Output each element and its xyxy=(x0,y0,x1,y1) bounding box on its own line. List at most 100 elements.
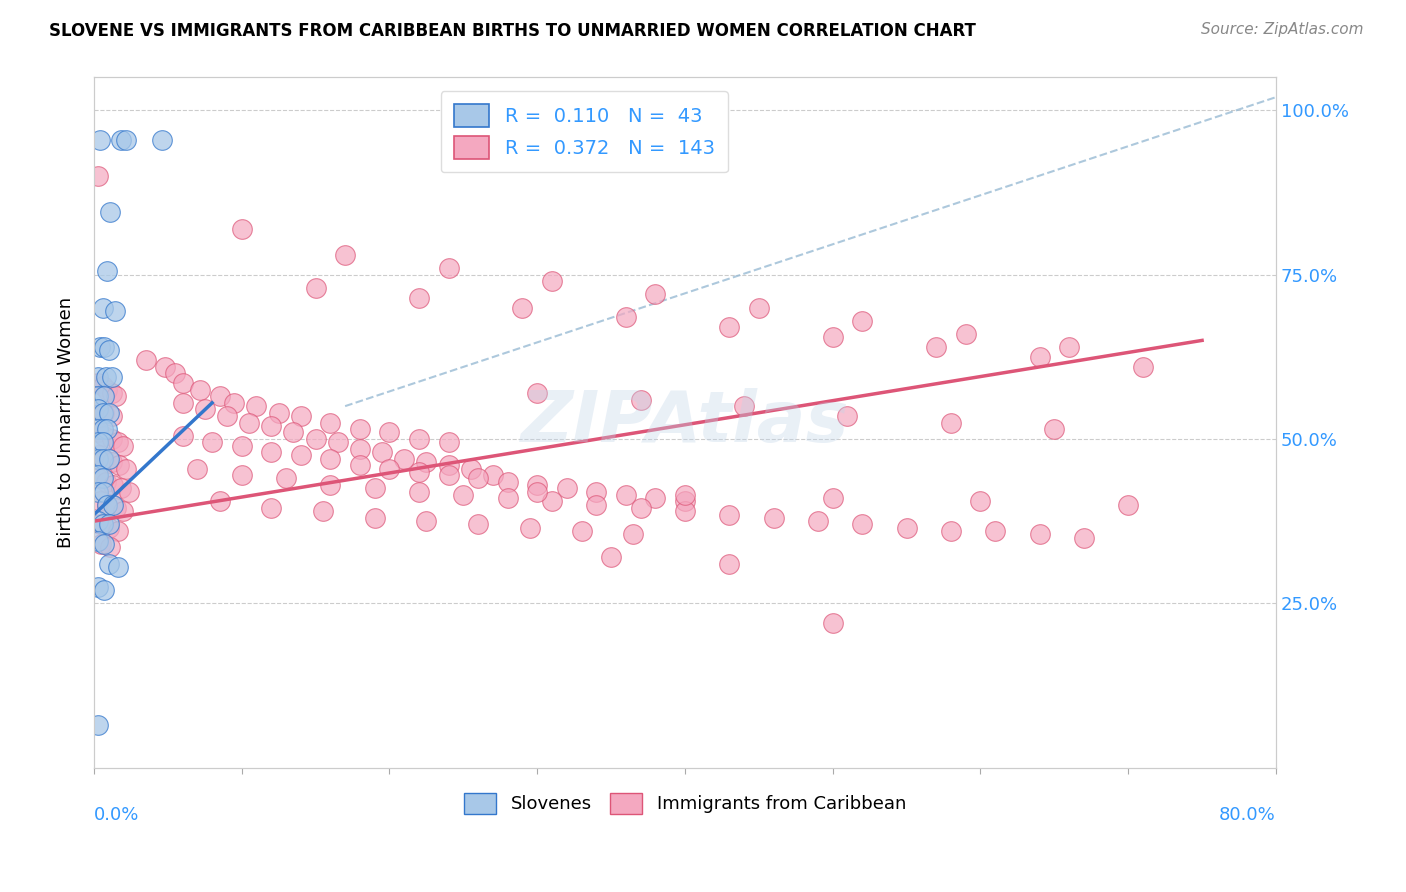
Point xyxy=(135,353,157,368)
Point xyxy=(526,386,548,401)
Text: 80.0%: 80.0% xyxy=(1219,805,1277,823)
Point xyxy=(107,524,129,538)
Point xyxy=(1073,531,1095,545)
Point xyxy=(821,616,844,631)
Point xyxy=(97,521,120,535)
Point xyxy=(585,484,607,499)
Point xyxy=(87,718,110,732)
Point xyxy=(96,422,118,436)
Point xyxy=(319,416,342,430)
Point xyxy=(97,451,120,466)
Text: Source: ZipAtlas.com: Source: ZipAtlas.com xyxy=(1201,22,1364,37)
Point xyxy=(91,422,114,436)
Point xyxy=(208,389,231,403)
Point xyxy=(363,511,385,525)
Point xyxy=(87,451,110,466)
Point xyxy=(104,303,127,318)
Point xyxy=(215,409,238,423)
Point xyxy=(96,498,118,512)
Point xyxy=(939,524,962,538)
Point xyxy=(896,521,918,535)
Point xyxy=(112,439,135,453)
Point xyxy=(96,498,118,512)
Point xyxy=(87,402,110,417)
Point xyxy=(408,291,430,305)
Point xyxy=(614,488,637,502)
Point xyxy=(94,369,117,384)
Point xyxy=(194,402,217,417)
Point xyxy=(87,169,110,183)
Point xyxy=(100,369,122,384)
Point xyxy=(172,376,194,391)
Point xyxy=(851,314,873,328)
Point xyxy=(91,301,114,315)
Point xyxy=(98,541,121,555)
Point xyxy=(260,501,283,516)
Point xyxy=(467,471,489,485)
Point xyxy=(188,383,211,397)
Point xyxy=(555,481,578,495)
Point xyxy=(378,461,401,475)
Point xyxy=(673,494,696,508)
Point xyxy=(496,475,519,489)
Point xyxy=(91,379,114,393)
Point xyxy=(87,376,110,391)
Text: ZIPAtlas: ZIPAtlas xyxy=(520,388,849,457)
Point xyxy=(201,435,224,450)
Point xyxy=(437,435,460,450)
Point xyxy=(107,435,129,450)
Point xyxy=(437,458,460,473)
Point xyxy=(453,488,475,502)
Point xyxy=(415,514,437,528)
Point xyxy=(105,389,128,403)
Point xyxy=(1028,350,1050,364)
Point xyxy=(939,416,962,430)
Point xyxy=(87,449,110,463)
Point xyxy=(93,428,115,442)
Point xyxy=(91,406,114,420)
Point xyxy=(1043,422,1066,436)
Text: SLOVENE VS IMMIGRANTS FROM CARIBBEAN BIRTHS TO UNMARRIED WOMEN CORRELATION CHART: SLOVENE VS IMMIGRANTS FROM CARIBBEAN BIR… xyxy=(49,22,976,40)
Point xyxy=(304,432,326,446)
Point xyxy=(437,261,460,276)
Point xyxy=(718,508,741,522)
Point xyxy=(172,396,194,410)
Point xyxy=(733,399,755,413)
Point xyxy=(600,550,623,565)
Point xyxy=(312,504,335,518)
Point xyxy=(87,435,110,450)
Point xyxy=(97,406,120,420)
Point xyxy=(644,491,666,505)
Point xyxy=(319,451,342,466)
Point xyxy=(105,501,128,516)
Point xyxy=(153,359,176,374)
Point xyxy=(87,514,110,528)
Point xyxy=(585,498,607,512)
Point xyxy=(100,455,122,469)
Point xyxy=(267,406,290,420)
Point xyxy=(89,517,111,532)
Point xyxy=(349,422,371,436)
Point xyxy=(392,451,415,466)
Point xyxy=(97,517,120,532)
Point xyxy=(112,504,135,518)
Point xyxy=(630,501,652,516)
Point xyxy=(91,471,114,485)
Point xyxy=(541,274,564,288)
Point xyxy=(93,406,115,420)
Point xyxy=(630,392,652,407)
Point xyxy=(165,366,187,380)
Point xyxy=(89,133,111,147)
Point xyxy=(349,458,371,473)
Point xyxy=(96,264,118,278)
Point xyxy=(955,326,977,341)
Point xyxy=(283,425,305,440)
Point xyxy=(984,524,1007,538)
Point xyxy=(519,521,541,535)
Point xyxy=(304,281,326,295)
Point xyxy=(274,471,297,485)
Point xyxy=(260,418,283,433)
Point xyxy=(526,478,548,492)
Point xyxy=(87,389,110,403)
Point xyxy=(93,583,115,598)
